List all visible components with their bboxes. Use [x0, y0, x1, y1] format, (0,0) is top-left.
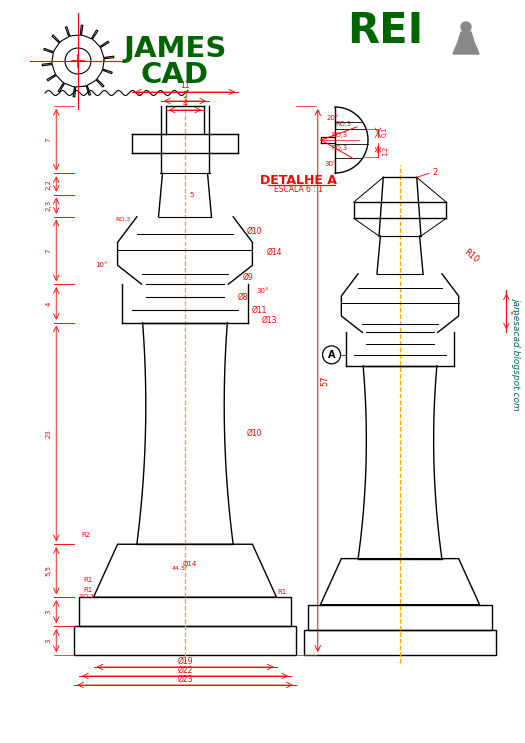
- Text: 30°: 30°: [325, 161, 337, 167]
- Text: Ø8: Ø8: [237, 293, 248, 302]
- Polygon shape: [453, 49, 479, 54]
- Text: 11: 11: [180, 82, 190, 91]
- Text: 2,3: 2,3: [45, 200, 51, 211]
- Bar: [74, 626, 296, 655]
- Text: RO,3: RO,3: [331, 145, 347, 151]
- Text: 57: 57: [320, 375, 329, 386]
- Text: 44,5°: 44,5°: [172, 566, 188, 571]
- Text: R1: R1: [84, 586, 93, 592]
- Text: 5: 5: [183, 91, 187, 100]
- Text: DETALHE A: DETALHE A: [259, 174, 337, 186]
- Text: 10°: 10°: [96, 262, 108, 268]
- Text: Ø23: Ø23: [177, 675, 193, 684]
- Bar: [303, 630, 496, 655]
- Text: 1,2: 1,2: [382, 146, 388, 156]
- Bar: [308, 605, 492, 630]
- Text: Ø14: Ø14: [183, 560, 197, 566]
- Text: 20°: 20°: [327, 115, 339, 121]
- Text: 30°: 30°: [256, 288, 269, 294]
- Text: Ø11: Ø11: [252, 305, 267, 314]
- Text: 4: 4: [45, 301, 51, 305]
- Text: 4: 4: [183, 100, 187, 108]
- Polygon shape: [455, 42, 477, 49]
- Text: RO,3: RO,3: [335, 121, 351, 127]
- Text: R2: R2: [81, 531, 90, 538]
- Text: Ø22: Ø22: [177, 666, 193, 675]
- Text: Ø19: Ø19: [177, 657, 193, 666]
- Text: Ø10: Ø10: [247, 227, 262, 236]
- Text: Ø9: Ø9: [243, 273, 253, 282]
- Text: A: A: [328, 350, 335, 360]
- Text: 3: 3: [45, 638, 51, 643]
- Text: ESCALA 6 : 1: ESCALA 6 : 1: [274, 186, 322, 195]
- Circle shape: [461, 22, 471, 32]
- Text: 5,5: 5,5: [45, 565, 51, 577]
- Polygon shape: [458, 32, 474, 42]
- Text: 23: 23: [45, 429, 51, 438]
- Bar: [79, 597, 291, 626]
- Text: REI: REI: [347, 10, 423, 52]
- Text: 2,2: 2,2: [45, 178, 51, 189]
- Text: Ø14: Ø14: [266, 247, 282, 256]
- Text: Ø10: Ø10: [247, 429, 262, 438]
- Text: 5: 5: [190, 192, 194, 198]
- Text: RO,3: RO,3: [331, 132, 347, 138]
- Text: 7: 7: [45, 137, 51, 142]
- Text: R1: R1: [277, 589, 286, 595]
- Text: Ø13: Ø13: [261, 317, 277, 325]
- Text: 2: 2: [432, 168, 437, 177]
- Text: 3: 3: [45, 609, 51, 614]
- Text: R1: R1: [84, 577, 93, 583]
- Text: jamesacad.blogspot.com: jamesacad.blogspot.com: [512, 296, 521, 409]
- Text: 0,1: 0,1: [382, 127, 388, 137]
- Text: R10: R10: [461, 247, 480, 265]
- Text: 5: 5: [511, 309, 517, 314]
- Text: RO,3: RO,3: [115, 217, 131, 222]
- Text: RO,1: RO,1: [79, 594, 94, 599]
- Text: CAD: CAD: [141, 61, 209, 89]
- Text: JAMES: JAMES: [123, 35, 227, 63]
- Text: 7: 7: [45, 248, 51, 253]
